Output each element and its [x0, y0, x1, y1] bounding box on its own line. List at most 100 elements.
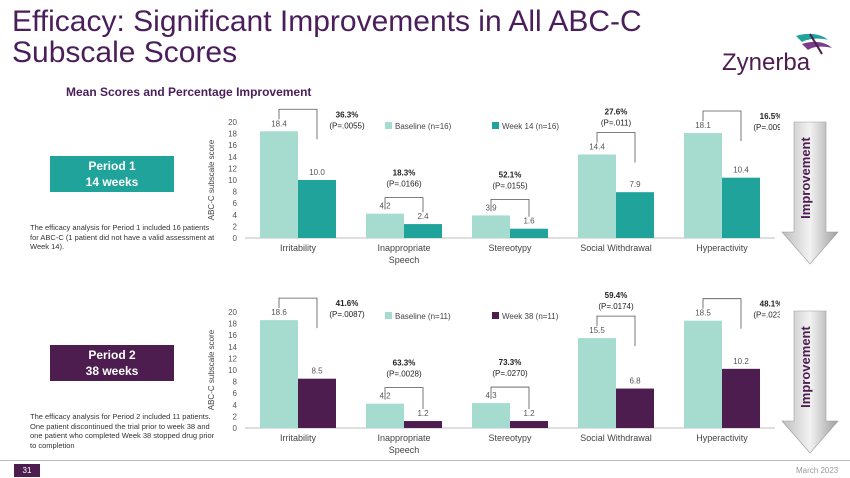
p-value-label: (P=.0270): [492, 369, 528, 378]
improvement-arrow-icon: Improvement: [781, 310, 839, 454]
p-value-label: (P=.0166): [386, 180, 422, 189]
period-2-chart: 0 2 4 6 8 10 12 14 16 18 20 ABC-C subscale score 18.…: [207, 291, 780, 455]
significance-bracket: [278, 297, 318, 329]
x-tick-label: Inappropriate: [377, 243, 430, 253]
period-2-label: Period 2: [88, 348, 136, 362]
period-2-badge: Period 2 38 weeks: [50, 345, 174, 381]
percent-improvement-label: 18.3%: [393, 169, 416, 178]
y-tick-label: 4: [233, 211, 238, 220]
x-tick-label: Stereotypy: [488, 243, 532, 253]
period-2-duration: 38 weeks: [85, 364, 139, 378]
y-tick-label: 18: [228, 320, 237, 329]
bar-value-label: 10.4: [733, 166, 749, 175]
y-tick-label: 10: [228, 366, 237, 375]
x-tick-label: Hyperactivity: [696, 243, 748, 253]
legend-swatch: [385, 312, 392, 319]
bar-value-label: 10.0: [309, 168, 325, 177]
logo-text: Zynerba: [722, 49, 811, 76]
period-1-chart: 0 2 4 6 8 10 12 14 16 18 20 ABC-C subscale score 18.…: [207, 107, 780, 265]
bar-value-label: 10.2: [733, 357, 749, 366]
x-tick-label: Speech: [389, 445, 420, 455]
period-2-note: The efficacy analysis for Period 2 inclu…: [30, 412, 215, 450]
y-axis-label: ABC-C subscale score: [207, 139, 216, 220]
y-tick-label: 2: [233, 412, 238, 421]
x-tick-label: Hyperactivity: [696, 433, 748, 443]
y-tick-label: 20: [228, 308, 237, 317]
y-tick-label: 0: [233, 234, 238, 243]
bar-followup: [298, 378, 336, 428]
bar-value-label: 7.9: [629, 180, 641, 189]
bar-value-label: 2.4: [417, 212, 429, 221]
percent-improvement-label: 52.1%: [499, 170, 522, 179]
percent-improvement-label: 16.5%: [760, 112, 780, 121]
significance-bracket: [384, 387, 424, 410]
bar-baseline: [260, 131, 298, 238]
significance-bracket: [384, 197, 424, 213]
x-tick-label: Irritability: [280, 433, 317, 443]
bar-value-label: 18.4: [271, 119, 287, 128]
p-value-label: (P=.0174): [598, 302, 634, 311]
p-value-label: (P=.0028): [386, 370, 422, 379]
y-tick-label: 14: [228, 343, 237, 352]
p-value-label: (P=.0055): [329, 121, 365, 130]
bar-baseline: [260, 320, 298, 428]
significance-bracket: [278, 108, 318, 140]
y-tick-label: 8: [233, 378, 238, 387]
bar-value-label: 1.2: [523, 409, 535, 418]
bar-baseline: [578, 338, 616, 428]
y-tick-label: 20: [228, 118, 237, 127]
logo-mark-icon: [796, 33, 832, 55]
y-tick-label: 12: [228, 164, 237, 173]
percent-improvement-label: 73.3%: [499, 358, 522, 367]
percent-improvement-label: 27.6%: [605, 107, 628, 116]
y-tick-label: 16: [228, 141, 237, 150]
significance-bracket: [596, 315, 636, 347]
p-value-label: (P=.0087): [329, 310, 365, 319]
bar-value-label: 18.1: [695, 121, 711, 130]
y-tick-label: 18: [228, 130, 237, 139]
x-tick-label: Irritability: [280, 243, 317, 253]
p-value-label: (P=.0091): [753, 123, 780, 132]
percent-improvement-label: 59.4%: [605, 291, 628, 300]
y-tick-label: 2: [233, 222, 238, 231]
legend-swatch: [492, 122, 499, 129]
zynerba-logo: Zynerba: [722, 33, 832, 76]
bar-value-label: 14.4: [589, 142, 605, 151]
y-tick-label: 14: [228, 153, 237, 162]
y-tick-label: 12: [228, 354, 237, 363]
p-value-label: (P=.0232): [753, 311, 780, 320]
bar-baseline: [684, 133, 722, 238]
bar-value-label: 18.5: [695, 309, 711, 318]
bar-value-label: 6.8: [629, 377, 641, 386]
p-value-label: (P=.011): [601, 118, 632, 127]
y-tick-label: 10: [228, 176, 237, 185]
bar-followup: [616, 192, 654, 238]
legend-swatch: [385, 122, 392, 129]
footer-divider: [0, 460, 850, 461]
x-tick-label: Inappropriate: [377, 433, 430, 443]
significance-bracket: [490, 386, 530, 410]
improvement-arrow-icon: Improvement: [781, 121, 839, 265]
percent-improvement-label: 36.3%: [336, 110, 359, 119]
y-tick-label: 4: [233, 401, 238, 410]
chart-subtitle: Mean Scores and Percentage Improvement: [66, 85, 312, 99]
percent-improvement-label: 41.6%: [336, 299, 359, 308]
bar-followup: [510, 421, 548, 428]
bar-value-label: 8.5: [311, 367, 323, 376]
page-number: 31: [14, 464, 40, 477]
bar-followup: [722, 368, 760, 428]
bar-followup: [404, 421, 442, 428]
bar-followup: [510, 228, 548, 238]
percent-improvement-label: 48.1%: [760, 300, 780, 309]
period-1-note: The efficacy analysis for Period 1 inclu…: [30, 223, 215, 251]
footer-date: March 2023: [796, 466, 839, 475]
bar-baseline: [366, 403, 404, 428]
y-axis-label: ABC-C subscale score: [207, 329, 216, 410]
bar-followup: [298, 180, 336, 238]
x-tick-label: Speech: [389, 255, 420, 265]
bar-value-label: 1.2: [417, 409, 429, 418]
y-tick-label: 8: [233, 188, 238, 197]
bar-baseline: [472, 403, 510, 428]
y-tick-label: 6: [233, 389, 238, 398]
period-1-duration: 14 weeks: [85, 175, 139, 189]
